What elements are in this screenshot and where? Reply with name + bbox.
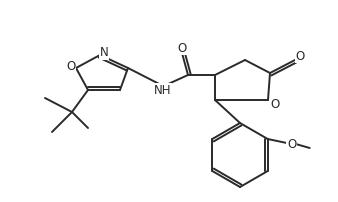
Text: NH: NH <box>154 83 172 97</box>
Text: O: O <box>287 138 296 150</box>
Text: O: O <box>177 41 187 55</box>
Text: O: O <box>295 49 305 62</box>
Text: N: N <box>100 46 108 60</box>
Text: O: O <box>270 99 280 112</box>
Text: O: O <box>66 61 76 74</box>
